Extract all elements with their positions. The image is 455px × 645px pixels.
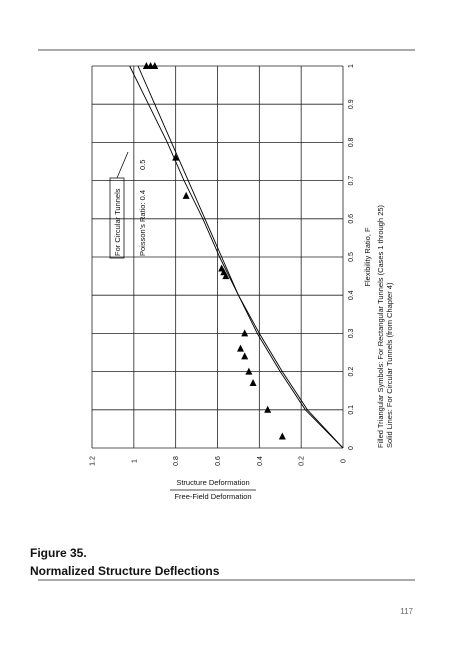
triangle-marker xyxy=(222,272,230,280)
triangle-marker xyxy=(172,153,180,161)
x-tick-label: 0.3 xyxy=(348,328,355,338)
x-tick-label: 0.6 xyxy=(348,214,355,224)
x-tick-label: 0.5 xyxy=(348,252,355,262)
triangle-marker xyxy=(182,191,190,199)
annotation: Poisson's Ratio: 0.4 xyxy=(138,190,147,256)
curve xyxy=(129,65,344,449)
annotation-leader xyxy=(116,151,129,179)
page-number: 117 xyxy=(400,607,413,616)
x-tick-label: 0.2 xyxy=(348,367,355,377)
x-tick-label: 0.4 xyxy=(348,290,355,300)
x-axis-title: Flexibility Ratio, F xyxy=(363,227,372,287)
y-tick-label: 0.4 xyxy=(257,456,264,466)
triangle-marker xyxy=(264,405,272,413)
triangle-marker xyxy=(278,432,286,440)
x-tick-label: 1 xyxy=(348,64,355,68)
curve xyxy=(137,65,344,449)
rotated-chart: 0 0.1 0.2 0.3 0.4 0.5 0.6 0.7 0.8 0.9 1 0 0.2 0.4 0.6 0… xyxy=(90,62,394,466)
triangle-marker xyxy=(237,344,245,352)
x-tick-label: 0.8 xyxy=(348,137,355,147)
y-tick-label: 1 xyxy=(131,459,138,463)
y-tick-label: 1.2 xyxy=(90,456,97,466)
footnote: Solid Lines: For Circular Tunnels (from … xyxy=(385,282,394,448)
x-tick-label: 0 xyxy=(348,446,355,450)
triangle-marker xyxy=(245,367,253,375)
figure-label: Figure 35. xyxy=(30,546,87,560)
x-tick-label: 0.1 xyxy=(348,405,355,415)
annotation: 0.5 xyxy=(138,160,147,170)
triangle-marker xyxy=(249,379,257,387)
x-tick-label: 0.7 xyxy=(348,176,355,186)
y-label-numerator: Structure Deformation xyxy=(176,478,249,487)
triangle-marker xyxy=(151,62,159,69)
footnote: Filled Triangular Symbols: For Rectangul… xyxy=(376,204,385,448)
annotation: For Circular Tunnels xyxy=(113,188,122,256)
triangle-marker xyxy=(241,352,249,360)
triangle-marker xyxy=(241,329,249,337)
y-tick-label: 0.6 xyxy=(215,456,222,466)
figure-title: Normalized Structure Deflections xyxy=(30,564,220,578)
x-tick-label: 0.9 xyxy=(348,99,355,109)
y-tick-label: 0.8 xyxy=(173,456,180,466)
y-label-denominator: Free-Field Deformation xyxy=(174,492,251,501)
y-tick-label: 0.2 xyxy=(299,456,306,466)
y-tick-label: 0 xyxy=(341,459,348,463)
